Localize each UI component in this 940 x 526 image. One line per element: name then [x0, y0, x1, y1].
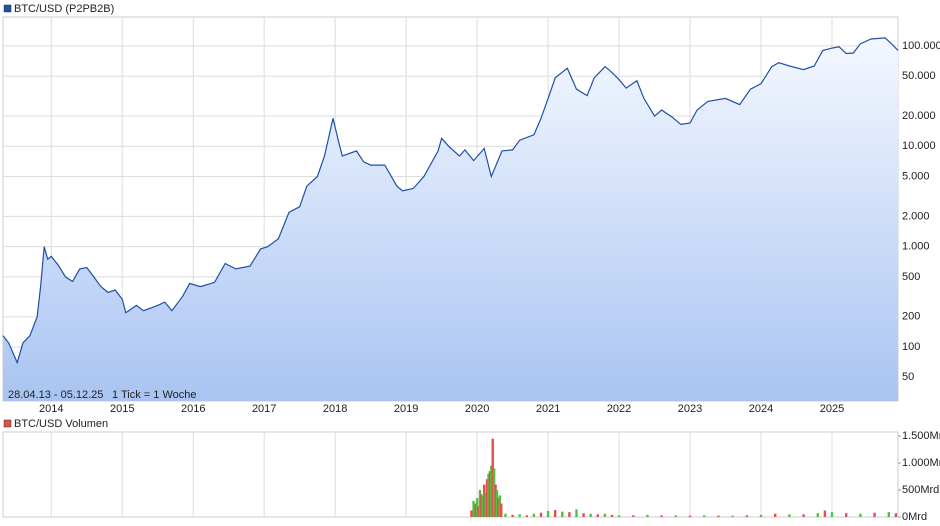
y-tick-label: 50.000 [902, 70, 936, 82]
volume-bar [490, 465, 493, 517]
volume-bar [491, 438, 494, 517]
x-tick-label: 2021 [536, 403, 560, 415]
period-label: 28.04.13 - 05.12.25 [8, 389, 103, 401]
x-tick-label: 2016 [181, 403, 205, 415]
y-tick-label: 100.000 [902, 40, 940, 52]
y-tick-label: 50 [902, 371, 914, 383]
volume-bar [859, 513, 862, 517]
legend-swatch [3, 4, 12, 13]
y-tick-label: 200 [902, 311, 920, 323]
x-tick-label: 2014 [39, 403, 63, 415]
volume-bar [511, 514, 514, 517]
volume-bar [481, 496, 484, 517]
volume-bar [475, 498, 479, 517]
volume-bar [774, 513, 777, 517]
volume-bar [480, 494, 483, 517]
volume-bar [887, 512, 890, 517]
volume-bar [539, 512, 543, 517]
volume-bar [484, 492, 487, 517]
volume-bar [488, 471, 492, 517]
volume-bar [568, 512, 571, 517]
volume-bar [553, 509, 557, 517]
volume-bar [823, 510, 827, 517]
volume-bar [844, 513, 848, 517]
y-tick-label: 20.000 [902, 110, 936, 122]
volume-bar [485, 479, 489, 517]
price-area [3, 37, 898, 402]
y-tick-label: 2.000 [902, 210, 930, 222]
volume-bar [495, 490, 499, 517]
volume-bar [759, 514, 763, 517]
x-tick-label: 2017 [252, 403, 276, 415]
x-tick-label: 2024 [749, 403, 773, 415]
y-tick-label: 1.500Mrd [902, 430, 940, 442]
volume-bar [546, 511, 550, 517]
volume-bar [492, 468, 496, 517]
volume-bar [788, 514, 791, 517]
volume-bar [816, 513, 819, 517]
volume-bar [802, 514, 805, 517]
volume-bar [688, 515, 692, 517]
volume-bar [660, 515, 663, 517]
y-tick-label: 100 [902, 341, 920, 353]
volume-bar [731, 515, 734, 517]
y-tick-label: 500Mrd [902, 484, 939, 496]
x-tick-label: 2022 [607, 403, 631, 415]
volume-bar [582, 513, 585, 517]
volume-bar [674, 515, 678, 517]
y-tick-label: 500 [902, 271, 920, 283]
volume-bar [474, 503, 477, 517]
volume-bar [610, 514, 614, 517]
y-tick-label: 1.000Mrd [902, 457, 940, 469]
volume-bar [894, 513, 898, 517]
volume-bar [478, 490, 482, 517]
volume-bar [575, 509, 578, 517]
x-tick-label: 2025 [820, 403, 844, 415]
volume-bar [603, 513, 607, 517]
y-tick-label: 10.000 [902, 140, 936, 152]
volume-bar [477, 506, 480, 517]
volume-bar [500, 503, 503, 517]
volume-bar [745, 515, 749, 517]
volume-bar [518, 514, 521, 517]
x-tick-label: 2023 [678, 403, 702, 415]
y-tick-label: 5.000 [902, 170, 930, 182]
price-line [2, 37, 899, 365]
volume-bar [498, 495, 502, 517]
legend-label: BTC/USD Volumen [14, 418, 108, 430]
volume-bar [470, 510, 473, 517]
volume-bar [532, 513, 536, 517]
volume-bar [617, 515, 621, 517]
volume-bar [497, 498, 500, 517]
volume-bar [873, 512, 876, 517]
x-tick-label: 2020 [465, 403, 489, 415]
volume-bar [830, 512, 834, 517]
volume-bar [494, 484, 497, 517]
y-tick-label: 1.000 [902, 241, 930, 253]
tick-note: 1 Tick = 1 Woche [112, 389, 196, 401]
volume-bar [472, 500, 475, 517]
x-tick-label: 2015 [110, 403, 134, 415]
volume-frame [2, 431, 899, 518]
volume-bar [646, 514, 649, 517]
legend-swatch [3, 419, 12, 428]
legend-label: BTC/USD (P2PB2B) [14, 3, 114, 15]
volume-bar [504, 513, 507, 517]
volume-bar [487, 473, 490, 517]
volume-bar [483, 484, 486, 517]
x-tick-label: 2018 [323, 403, 347, 415]
volume-bar [561, 511, 564, 517]
volume-bar [632, 515, 635, 517]
y-tick-label: 0Mrd [902, 511, 927, 523]
volume-bar [717, 515, 720, 517]
volume-bar [596, 514, 599, 517]
volume-bar [525, 515, 528, 517]
x-tick-label: 2019 [394, 403, 418, 415]
volume-bar [703, 515, 706, 517]
volume-bar [589, 513, 592, 517]
